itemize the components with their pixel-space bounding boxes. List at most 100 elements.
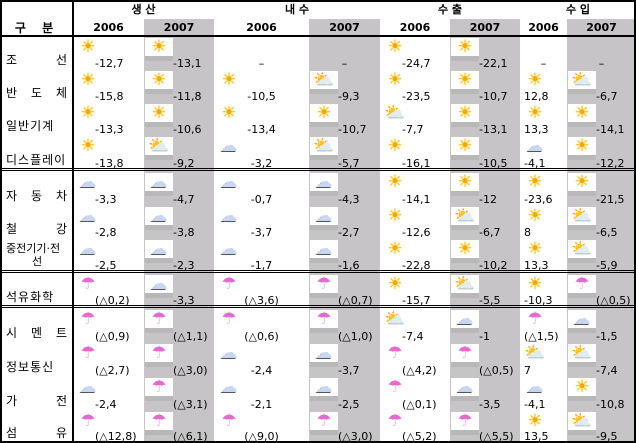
rain-icon: ☂ [387, 412, 403, 430]
rain-icon: ☂ [145, 310, 173, 328]
cell-value: -2,5 [95, 259, 117, 272]
partly-icon: ⛅ [310, 71, 338, 89]
year-header: 2007 [163, 21, 195, 34]
partly-icon: ⛅ [568, 240, 596, 258]
cell-value: -3,7 [338, 364, 360, 377]
cell-value: -0,7 [250, 193, 273, 206]
cell-value: – [540, 57, 547, 70]
sun-icon: ☀ [80, 38, 96, 56]
cell-value: -4,1 [524, 157, 546, 170]
table-cell: ☂ (△0,5) [567, 274, 634, 307]
table-cell: ☀ 13,3 [520, 103, 567, 136]
cell-value: -10,8 [596, 398, 625, 411]
cloud-icon: ☁ [310, 207, 338, 225]
table-cell: ☀ -12 [450, 172, 520, 206]
cell-value: 12,8 [524, 90, 549, 103]
cell-value: -2,7 [338, 226, 360, 239]
table-cell: ☂ (△3,1) [144, 377, 214, 411]
sun-icon: ☀ [527, 412, 543, 430]
cloud-icon: ☁ [451, 378, 479, 396]
cloud-icon: ☁ [451, 310, 479, 328]
year-header: 2006 [93, 21, 124, 34]
sun-icon: ☀ [387, 38, 403, 56]
cell-value: -11,8 [173, 90, 202, 103]
row-label: 반 도 체 [6, 86, 68, 100]
table-cell: – [567, 37, 634, 70]
sun-icon: ☀ [451, 137, 479, 155]
sun-icon: ☀ [145, 38, 173, 56]
cell-value: -3,3 [173, 294, 195, 307]
cell-value: -21,5 [596, 193, 625, 206]
table-cell: – [309, 37, 380, 70]
cell-value: (△0,2) [95, 294, 130, 307]
sun-icon: ☀ [568, 137, 596, 155]
cell-value: -3,5 [479, 398, 501, 411]
partly-icon: ⛅ [568, 344, 596, 362]
cell-value: -13,1 [479, 123, 508, 136]
table-cell: ⛅ -9,2 [144, 136, 214, 170]
table-cell: ☂ (△0,5) [450, 343, 520, 377]
cell-value: -3,8 [173, 226, 195, 239]
cell-value: -15,8 [95, 90, 124, 103]
cloud-icon: ☁ [526, 137, 544, 155]
table-cell: ☀ -13,1 [144, 37, 214, 70]
row-label: 석유화학 [6, 290, 55, 304]
cell-value: (△1,1) [173, 330, 208, 343]
table-cell: ☂ (△3,0) [144, 343, 214, 377]
cell-value: -1 [479, 330, 490, 343]
cell-value: -10,5 [247, 90, 276, 103]
sun-icon: ☀ [80, 71, 96, 89]
cell-value: -5,5 [479, 294, 501, 307]
cell-value: -2,4 [250, 364, 273, 377]
table-cell: ⛅ -6,5 [567, 206, 634, 239]
table-cell: ☁ -2,7 [309, 206, 380, 239]
table-cell: ☂ (△9,0) [214, 411, 309, 441]
row-label: 디스플레이 [6, 153, 67, 167]
partly-icon: ⛅ [145, 137, 173, 155]
table-cell: ☂ (△3,0) [309, 411, 380, 441]
row-divider [2, 170, 634, 171]
cell-value: (△0,1) [402, 398, 437, 411]
sun-icon: ☀ [387, 240, 403, 258]
cloud-icon: ☁ [568, 310, 596, 328]
partly-icon: ⛅ [568, 71, 596, 89]
table-cell: ☀ -23,6 [520, 172, 567, 206]
table-cell: ⛅ -5,5 [450, 274, 520, 307]
sun-icon: ☀ [568, 378, 596, 396]
table-cell: ☂ (△0,9) [73, 309, 144, 343]
table-cell: ☁ -2,3 [144, 239, 214, 272]
cloud-icon: ☁ [220, 207, 238, 225]
table-cell: ☂ (△0,6) [214, 309, 309, 343]
table-cell: ☂ (△2,7) [73, 343, 144, 377]
table-cell: ☁ -2,4 [73, 377, 144, 411]
table-cell: ☂ (△12,8) [73, 411, 144, 441]
cell-value: -10,2 [479, 259, 508, 272]
year-header: 2006 [399, 21, 431, 34]
partly-icon: ⛅ [568, 412, 596, 430]
cell-value: -4,7 [173, 193, 195, 206]
cell-value: -2,4 [95, 398, 117, 411]
rain-icon: ☂ [568, 275, 596, 293]
rain-icon: ☂ [80, 412, 96, 430]
cell-value: -9,2 [173, 157, 195, 170]
cell-value: -13,4 [247, 123, 276, 136]
rain-icon: ☂ [310, 412, 338, 430]
cell-value: (△5,5) [479, 430, 514, 443]
cell-value: (△2,7) [95, 364, 130, 377]
cell-value: – [258, 57, 265, 70]
table-cell: ☂ (△0,1) [380, 377, 450, 411]
table-cell: ☁ -4,3 [309, 172, 380, 206]
row-label: 시 멘 트 [6, 326, 68, 340]
row-label: 섬 유 [6, 426, 68, 440]
table-cell: ☂ (△4,2) [380, 343, 450, 377]
cell-value: -23,5 [402, 90, 431, 103]
cloud-icon: ☁ [310, 240, 338, 258]
year-header: 2007 [586, 21, 617, 34]
table-cell: ☀ 13,5 [520, 411, 567, 441]
cloud-icon: ☁ [145, 173, 173, 191]
table-cell: ☀ -10,5 [450, 136, 520, 170]
rain-icon: ☂ [451, 344, 479, 362]
table-cell: ⛅ -9,3 [309, 70, 380, 103]
table-cell: ☁ -3,5 [450, 377, 520, 411]
